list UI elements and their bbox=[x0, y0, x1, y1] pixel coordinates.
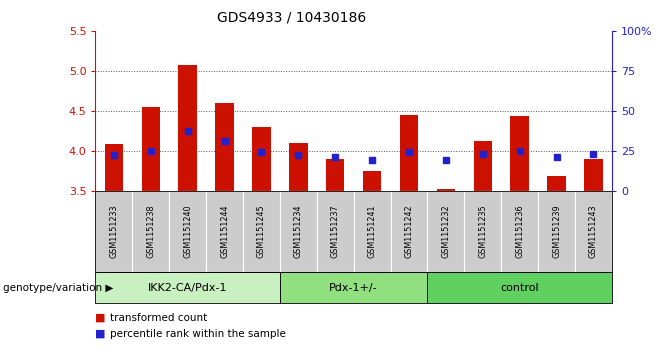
Text: GSM1151239: GSM1151239 bbox=[552, 205, 561, 258]
Bar bbox=[363, 171, 382, 191]
Text: IKK2-CA/Pdx-1: IKK2-CA/Pdx-1 bbox=[148, 283, 228, 293]
Text: percentile rank within the sample: percentile rank within the sample bbox=[110, 329, 286, 339]
Bar bbox=[105, 144, 123, 191]
Text: control: control bbox=[500, 283, 539, 293]
Bar bbox=[511, 116, 529, 191]
Text: GSM1151237: GSM1151237 bbox=[331, 205, 340, 258]
Bar bbox=[289, 143, 307, 191]
Text: ■: ■ bbox=[95, 313, 106, 323]
Text: GSM1151243: GSM1151243 bbox=[589, 205, 598, 258]
Bar bbox=[474, 141, 492, 191]
Text: GDS4933 / 10430186: GDS4933 / 10430186 bbox=[217, 11, 367, 25]
Text: GSM1151245: GSM1151245 bbox=[257, 205, 266, 258]
Bar bbox=[178, 65, 197, 191]
Text: GSM1151235: GSM1151235 bbox=[478, 205, 488, 258]
Bar bbox=[252, 127, 270, 191]
Bar bbox=[215, 103, 234, 191]
Text: GSM1151236: GSM1151236 bbox=[515, 205, 524, 258]
Text: GSM1151233: GSM1151233 bbox=[109, 205, 118, 258]
Text: GSM1151232: GSM1151232 bbox=[442, 205, 451, 258]
Bar bbox=[141, 107, 160, 191]
Bar bbox=[326, 159, 344, 191]
Bar bbox=[400, 115, 418, 191]
Text: GSM1151241: GSM1151241 bbox=[368, 205, 376, 258]
Bar bbox=[547, 176, 566, 191]
Text: ■: ■ bbox=[95, 329, 106, 339]
Text: GSM1151242: GSM1151242 bbox=[405, 205, 413, 258]
Text: transformed count: transformed count bbox=[110, 313, 207, 323]
Text: GSM1151240: GSM1151240 bbox=[183, 205, 192, 258]
Text: genotype/variation ▶: genotype/variation ▶ bbox=[3, 283, 114, 293]
Text: GSM1151234: GSM1151234 bbox=[294, 205, 303, 258]
Text: GSM1151244: GSM1151244 bbox=[220, 205, 229, 258]
Text: Pdx-1+/-: Pdx-1+/- bbox=[330, 283, 378, 293]
Text: GSM1151238: GSM1151238 bbox=[146, 205, 155, 258]
Bar bbox=[437, 189, 455, 191]
Bar bbox=[584, 159, 603, 191]
